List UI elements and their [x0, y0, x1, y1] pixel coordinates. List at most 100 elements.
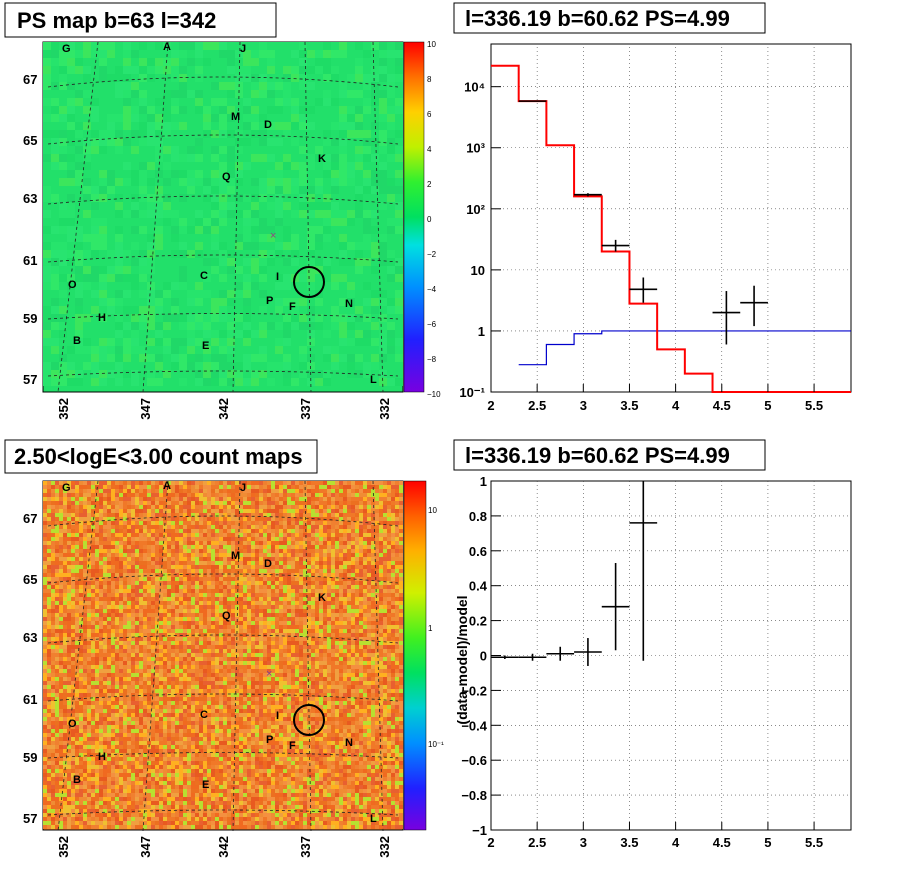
map-grid-line: [47, 752, 399, 759]
ps-map-source-label: P: [266, 295, 273, 307]
spectrum-axes: 2 2.5 3 3.5 4 4.5 5 5.5 10⁻¹ 1 10 10² 10³ 10⁴: [459, 80, 823, 413]
count-map-source-label: D: [264, 558, 272, 570]
ps-palette-label: 10: [427, 40, 436, 49]
ps-map-source-label: H: [98, 312, 106, 324]
residual-panel: l=336.19 b=60.62 PS=4.99 2 2.5 3 3.5 4 4.5 5 5.…: [453, 439, 852, 850]
count-map-lon-tick-label: 352: [56, 836, 71, 858]
ps-map-lat-tick-label: 65: [23, 133, 37, 148]
ps-map-source-label: J: [240, 43, 246, 55]
map-grid-line: [372, 41, 384, 393]
ps-map-source-label: M: [231, 111, 240, 123]
spectrum-series: [491, 64, 851, 393]
count-map-source-label: H: [98, 751, 106, 763]
map-grid-line: [304, 41, 312, 393]
count-map-palette: [403, 480, 427, 831]
ps-map-palette: [403, 41, 425, 393]
residual-y-axis-title: (data-model)/model: [454, 595, 470, 724]
map-grid-line: [57, 480, 99, 832]
ps-map-source-label: F: [289, 301, 296, 313]
count-map-source-label: G: [62, 482, 71, 494]
map-grid-line: [47, 634, 399, 644]
map-grid-line: [47, 134, 399, 145]
count-map-source-circle: [293, 704, 325, 736]
ps-palette-label: −4: [427, 285, 437, 294]
spectrum-y-tick-label: 10⁻¹: [459, 385, 485, 400]
map-grid-line: [47, 313, 399, 320]
count-map-source-label: L: [370, 813, 377, 825]
ps-palette-label: 0: [427, 215, 432, 224]
residual-y-tick-label: −0.4: [461, 718, 487, 733]
residual-x-tick-label: 4.5: [713, 835, 731, 850]
spectrum-y-tick-label: 10: [471, 263, 485, 278]
spectrum-frame: [490, 43, 852, 393]
count-map-source-label: I: [276, 710, 279, 722]
ps-map-lat-tick-label: 57: [23, 372, 37, 387]
count-map-source-label: J: [240, 482, 246, 494]
count-palette-label: 1: [428, 624, 433, 633]
spectrum-y-tick-label: 1: [478, 324, 485, 339]
spectrum-y-tick-label: 10³: [466, 141, 485, 156]
count-map-title: 2.50<logE<3.00 count maps: [14, 444, 303, 469]
residual-title: l=336.19 b=60.62 PS=4.99: [465, 443, 730, 468]
map-grid-line: [47, 254, 399, 263]
ps-map-lon-tick-label: 342: [216, 398, 231, 420]
ps-map-lat-tick-label: 67: [23, 72, 37, 87]
map-grid-line: [47, 693, 399, 702]
ps-palette-label: −10: [427, 390, 441, 399]
count-map-lat-tick-label: 67: [23, 511, 37, 526]
ps-map-source-label: G: [62, 43, 71, 55]
map-grid-line: [47, 195, 399, 205]
count-map-lat-tick-label: 65: [23, 572, 37, 587]
residual-y-tick-label: 0.4: [469, 579, 488, 594]
spectrum-x-tick-label: 3: [580, 398, 587, 413]
residual-axes: 2 2.5 3 3.5 4 4.5 5 5.5 1 0.8 0.6 0.4 0.2 0 −0.2 −0.4 −0…: [461, 474, 823, 850]
map-grid-line: [232, 41, 241, 393]
residual-series: [491, 481, 658, 666]
ps-map-source-label: L: [370, 374, 377, 386]
count-map-source-label: B: [73, 774, 81, 786]
residual-y-tick-label: 0.2: [469, 614, 487, 629]
map-grid-line: [232, 480, 241, 832]
count-map-source-label: E: [202, 779, 209, 791]
count-map-source-label: Q: [222, 610, 231, 622]
residual-x-tick-label: 5.5: [805, 835, 823, 850]
spectrum-panel: l=336.19 b=60.62 PS=4.99 2 2.5 3 3.5 4 4.5 5 5.…: [453, 2, 852, 413]
count-map-lon-tick-label: 347: [138, 836, 153, 858]
ps-map-source-label: K: [318, 153, 326, 165]
count-map-source-label: O: [68, 718, 77, 730]
ps-map-title: PS map b=63 l=342: [17, 8, 216, 33]
spectrum-title: l=336.19 b=60.62 PS=4.99: [465, 6, 730, 31]
count-map-source-label: N: [345, 737, 353, 749]
count-map-source-label: F: [289, 740, 296, 752]
map-grid-line: [142, 41, 169, 393]
residual-y-tick-label: 0.8: [469, 509, 487, 524]
ps-map-source-label: D: [264, 119, 272, 131]
ps-map-lat-tick-label: 63: [23, 191, 37, 206]
spectrum-model-step-line: [491, 64, 851, 393]
count-map-coordinate-grid: [47, 480, 399, 832]
map-grid-line: [47, 809, 399, 816]
count-map-source-label: A: [163, 480, 171, 492]
count-map-source-label: C: [200, 709, 208, 721]
spectrum-x-tick-label: 5: [764, 398, 771, 413]
ps-palette-label: 4: [427, 145, 432, 154]
spectrum-y-tick-label: 10⁴: [464, 80, 485, 95]
spectrum-title-box: [453, 2, 766, 34]
count-palette-label: 10⁻¹: [428, 740, 444, 749]
residual-y-tick-label: −0.6: [461, 753, 487, 768]
residual-y-tick-label: 0.6: [469, 544, 487, 559]
count-map-panel: 2.50<logE<3.00 count maps G A J M D K Q C I O P F N H…: [4, 439, 444, 858]
map-grid-line: [372, 480, 384, 832]
residual-x-tick-label: 5: [764, 835, 771, 850]
ps-map-source-label: N: [345, 298, 353, 310]
ps-map-source-label: C: [200, 270, 208, 282]
count-map-palette-labels: 10 1 10⁻¹: [428, 506, 444, 749]
map-grid-line: [47, 370, 399, 377]
spectrum-background-step-line: [518, 330, 851, 366]
residual-x-tick-label: 2.5: [528, 835, 546, 850]
ps-map-lat-tick-label: 59: [23, 311, 37, 326]
spectrum-x-tick-label: 4: [672, 398, 680, 413]
count-map-center-cross: ×: [266, 668, 272, 680]
spectrum-x-tick-label: 2: [487, 398, 494, 413]
